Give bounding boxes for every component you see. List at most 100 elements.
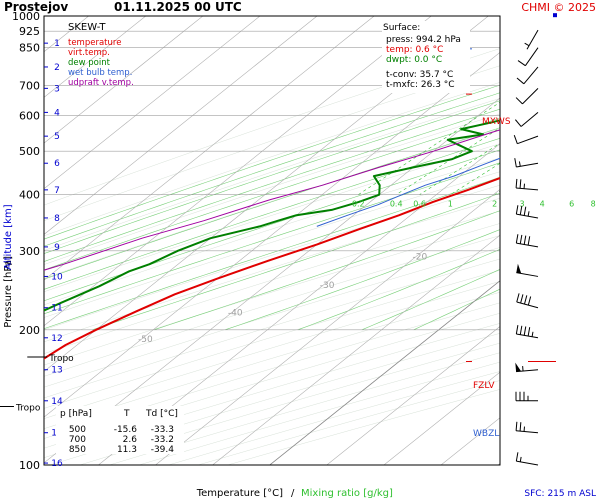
altitude-tick-label: 11	[51, 304, 62, 314]
level-table-box	[56, 406, 184, 454]
mixing-ratio-label: 0.4	[390, 200, 403, 209]
wind-barb	[515, 178, 539, 191]
wind-barb-half-feather	[519, 456, 522, 462]
pressure-tick-label: 925	[19, 25, 40, 38]
wind-barb-staff	[516, 460, 539, 466]
surface-altitude-label: SFC: 215 m ASL	[524, 489, 596, 499]
isotherm-line	[212, 234, 500, 465]
dry-adiabat-line	[44, 210, 500, 354]
fzlv-label: FZLV	[473, 381, 495, 391]
wind-barb-feather	[515, 452, 519, 462]
dry-adiabat-line	[44, 184, 500, 331]
table-cell: 850	[69, 445, 86, 455]
wind-barb-feather	[519, 234, 523, 244]
wind-barb	[515, 88, 539, 105]
isotherm-line	[155, 189, 500, 465]
legend-item-temperature: temperature	[68, 38, 121, 48]
mixing-ratio-label: 2	[492, 200, 497, 209]
moist-adiabat-line	[225, 229, 500, 331]
y-axis-title-altitude: Altitude [km]	[3, 204, 14, 270]
mixing-ratio-line	[494, 191, 500, 195]
wind-barb-staff	[522, 88, 539, 105]
pressure-tick-label: 600	[19, 110, 40, 123]
dry-adiabat-line	[44, 48, 500, 206]
wind-barb-feather	[516, 77, 525, 85]
plot-frame	[43, 15, 501, 466]
dry-adiabat-line	[44, 258, 500, 399]
wind-barb-staff	[517, 135, 539, 145]
mixing-ratio-label: 8	[591, 200, 596, 209]
mixing-ratio-label: 0.6	[413, 200, 426, 209]
wind-barb	[514, 112, 539, 127]
wind-barb-staff	[516, 301, 539, 309]
wind-barb-feather	[519, 179, 522, 189]
wind-barb-feather	[523, 235, 527, 245]
mixing-ratio-line	[522, 16, 600, 195]
datetime-title: 01.11.2025 00 UTC	[114, 0, 242, 14]
wind-barb-feather	[515, 421, 518, 431]
wind-barb-feather	[527, 236, 531, 246]
surface-title: Surface:	[383, 23, 420, 33]
altitude-tick-label: 8	[54, 214, 60, 224]
isotherm-line	[44, 16, 318, 235]
wind-barb-half-feather	[524, 42, 530, 47]
wind-barb-half-feather	[531, 331, 534, 337]
wind-barb-feather	[515, 205, 519, 215]
dry-adiabat-line	[44, 197, 500, 343]
altitude-tick-label: 4	[54, 108, 60, 118]
mixing-ratio-line	[593, 16, 600, 195]
moist-adiabat-line	[44, 117, 500, 271]
table-cell: 500	[69, 425, 86, 435]
isotherm-line	[497, 463, 500, 465]
altitude-tick-label: 2	[54, 63, 60, 73]
dry-adiabat-line	[44, 143, 500, 293]
zero-isotherm-line	[269, 280, 500, 465]
isotherm-line	[44, 16, 432, 327]
dry-adiabat-line	[44, 98, 500, 251]
mixing-ratio-label: 4	[540, 200, 545, 209]
isotherm-line	[44, 16, 146, 98]
wind-barb-flag	[516, 263, 522, 274]
wind-barb-feather	[523, 206, 527, 216]
wind-barb-feather	[515, 178, 518, 188]
pressure-tick-label: 850	[19, 42, 40, 55]
mixing-ratio-line	[450, 162, 500, 195]
surface-tconv: t-conv: 35.7 °C	[386, 70, 453, 80]
legend-item-wet-bulb: wet bulb temp.	[68, 68, 132, 78]
table-cell: -33.3	[151, 425, 174, 435]
moist-adiabat-line	[154, 210, 500, 331]
dry-adiabat-line	[44, 281, 500, 419]
table-cell: -15.6	[114, 425, 138, 435]
altitude-tick-label: 7	[54, 186, 60, 196]
dry-adiabat-line	[44, 247, 500, 388]
series-group	[44, 119, 500, 360]
y-axis-title-pressure: Pressure [hPa]	[3, 256, 14, 328]
pressure-tick-label: 700	[19, 80, 40, 93]
altitude-tick-label: 3	[54, 84, 60, 94]
wind-barb	[515, 234, 539, 248]
legend-item-dew-point: dew point	[68, 58, 111, 68]
y-axis-title-slash: /	[3, 261, 14, 265]
surface-wind-marker	[553, 13, 557, 18]
wind-barb-staff	[516, 369, 539, 373]
isotherm-label: -30	[320, 281, 335, 291]
wind-barb	[516, 263, 539, 277]
wind-barb-feather	[514, 158, 517, 168]
table-cell: 700	[69, 435, 86, 445]
mixing-ratio-label: 1	[448, 200, 453, 209]
annotation-layer: 0.20.40.61234681012141720251002003004005…	[0, 10, 596, 472]
wind-barb	[524, 29, 539, 50]
moist-adiabat-line	[44, 137, 500, 290]
table-cell: 2.6	[123, 435, 138, 445]
surface-tmxfc: t-mxfc: 26.3 °C	[386, 80, 455, 90]
isotherm-line	[44, 16, 204, 144]
wind-barb-staff	[526, 29, 539, 50]
dry-adiabat-line	[44, 270, 500, 409]
wind-barb-feather	[517, 60, 526, 67]
altitude-tick-label: 14	[51, 397, 63, 407]
moist-adiabat-line	[92, 192, 500, 331]
pressure-tick-label: 200	[19, 324, 40, 337]
isotherm-line	[44, 16, 375, 281]
dry-adiabat-line	[79, 342, 500, 465]
